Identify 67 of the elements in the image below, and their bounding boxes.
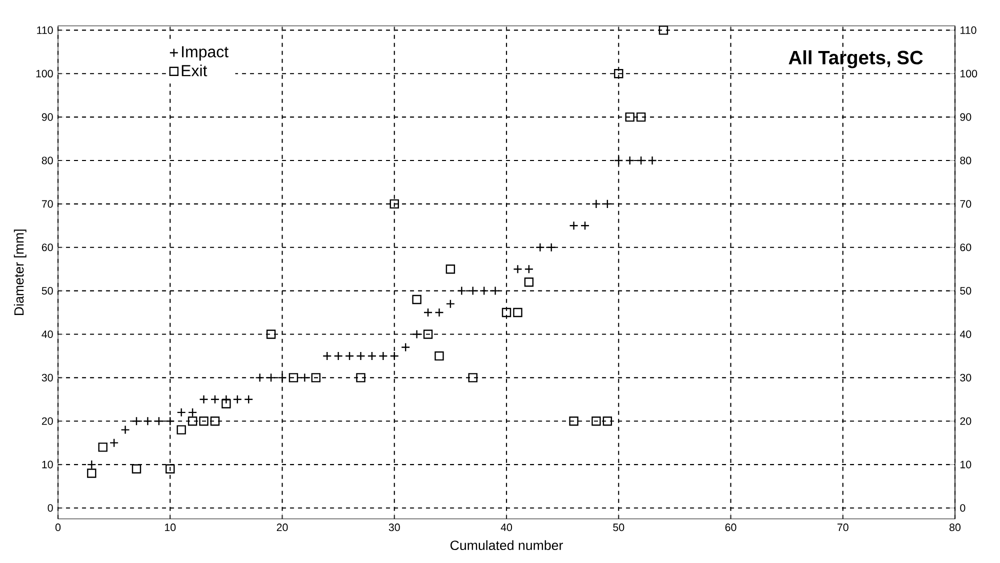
point — [602, 416, 612, 426]
y2-tick-label: 80 — [960, 156, 972, 164]
y-tick-label: 20 — [42, 417, 53, 425]
y-tick-label: 30 — [42, 374, 53, 382]
y2-tick-label: 70 — [960, 200, 972, 208]
y-tick-label: 0 — [48, 504, 53, 512]
y-axis-title: Diameter [mm] — [14, 230, 26, 315]
point — [468, 373, 478, 382]
x-tick-label: 0 — [55, 524, 61, 532]
point — [513, 308, 522, 318]
y-tick-label: 10 — [42, 460, 53, 468]
point — [87, 468, 96, 478]
y2-tick-label: 100 — [960, 70, 978, 78]
x-tick-label: 30 — [388, 524, 400, 532]
point — [502, 308, 512, 318]
point — [356, 373, 366, 382]
y-tick-label: 60 — [42, 244, 53, 252]
y-tick-label: 40 — [42, 330, 53, 338]
x-tick-label: 40 — [500, 524, 512, 532]
y2-tick-label: 110 — [960, 26, 976, 34]
legend-label: Exit — [182, 64, 208, 76]
point — [434, 351, 444, 361]
y-tick-label: 110 — [37, 26, 53, 34]
x-tick-label: 60 — [725, 524, 736, 532]
legend-label: Impact — [182, 46, 228, 61]
point — [199, 416, 208, 426]
point — [592, 416, 601, 426]
y2-tick-label: 60 — [960, 244, 972, 252]
point — [636, 112, 646, 122]
y2-tick-label: 30 — [960, 374, 972, 382]
point — [390, 199, 399, 209]
x-tick-label: 80 — [950, 524, 961, 532]
point — [625, 112, 634, 122]
point — [266, 330, 276, 339]
y2-tick-label: 40 — [960, 330, 972, 338]
point — [446, 264, 456, 274]
x-tick-label: 50 — [613, 524, 624, 532]
x-tick-label: 10 — [165, 524, 176, 532]
x-tick-label: 20 — [276, 524, 288, 532]
point — [132, 464, 142, 474]
y2-tick-label: 0 — [960, 504, 966, 512]
y-tick-label: 90 — [42, 113, 53, 121]
y-tick-label: 70 — [42, 200, 53, 208]
point — [210, 416, 220, 426]
point — [524, 278, 534, 287]
point — [311, 373, 320, 382]
point — [222, 399, 231, 408]
annotation: All Targets, SC — [788, 50, 923, 68]
y2-tick-label: 10 — [960, 460, 972, 468]
point — [614, 69, 624, 78]
y2-tick-label: 50 — [960, 287, 972, 295]
point — [412, 294, 422, 304]
point — [569, 416, 578, 426]
point — [288, 373, 298, 382]
x-axis-title: Cumulated number — [450, 540, 563, 550]
y-tick-label: 50 — [42, 287, 53, 295]
point — [188, 416, 198, 426]
x-tick-label: 70 — [837, 524, 848, 532]
point — [166, 464, 175, 474]
point — [176, 425, 186, 434]
point — [423, 330, 433, 339]
point — [658, 26, 668, 35]
y2-tick-label: 20 — [960, 417, 972, 425]
point — [98, 442, 108, 452]
y2-tick-label: 90 — [960, 113, 972, 121]
y-tick-label: 100 — [36, 70, 53, 78]
y-tick-label: 80 — [42, 156, 53, 164]
